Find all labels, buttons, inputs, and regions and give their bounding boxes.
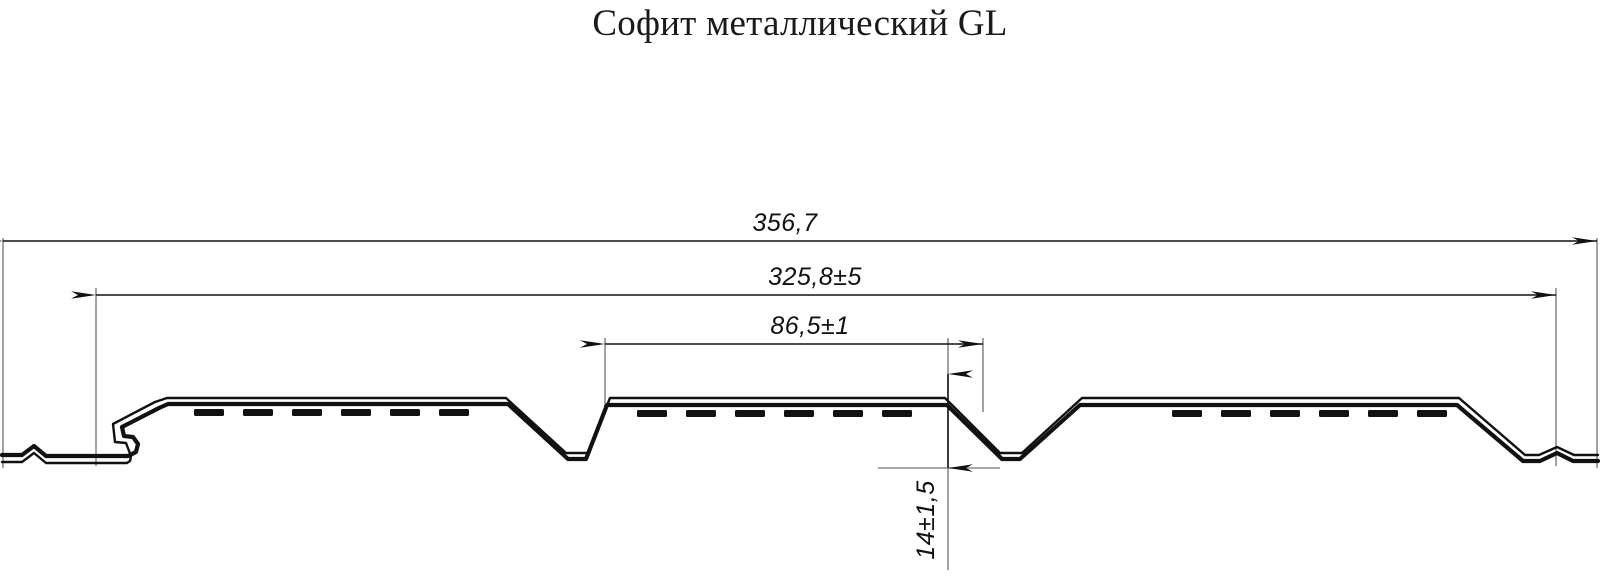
dimension-label-cover-width: 325,8±5	[768, 263, 862, 291]
dimension-label-rib-pitch: 86,5±1	[770, 312, 849, 340]
perforation-slot	[390, 409, 420, 416]
perforation-slot	[194, 409, 224, 416]
perforation-slot	[784, 410, 814, 417]
perforation-slot	[686, 410, 716, 417]
perforation-slot	[1270, 410, 1300, 417]
page-title: Софит металлический GL	[592, 3, 1008, 44]
metal-profile-outline	[0, 396, 1600, 465]
profile-inner-skin	[0, 396, 1600, 465]
profile-outer-skin	[0, 401, 1600, 464]
perforation-slot	[833, 410, 863, 417]
perforation-slot	[735, 410, 765, 417]
perforation-slot	[1368, 410, 1398, 417]
extension-lines	[2, 238, 1598, 570]
perforation-slot	[882, 410, 912, 417]
dimension-label-profile-height: 14±1,5	[912, 480, 940, 559]
perforation-slots-left-panel	[194, 409, 469, 416]
perforation-slot	[292, 409, 322, 416]
perforation-slot	[243, 409, 273, 416]
perforation-slot	[439, 409, 469, 416]
perforation-slots-right-panel	[1172, 410, 1447, 417]
perforation-slot	[1172, 410, 1202, 417]
dimension-lines	[0, 237, 1597, 472]
perforation-slots-middle-panel	[637, 410, 912, 417]
perforation-slot	[1319, 410, 1349, 417]
perforation-slot	[1417, 410, 1447, 417]
perforation-slot	[637, 410, 667, 417]
dimension-label-overall-width: 356,7	[752, 209, 818, 237]
perforation-slot	[341, 409, 371, 416]
perforation-slot	[1221, 410, 1251, 417]
